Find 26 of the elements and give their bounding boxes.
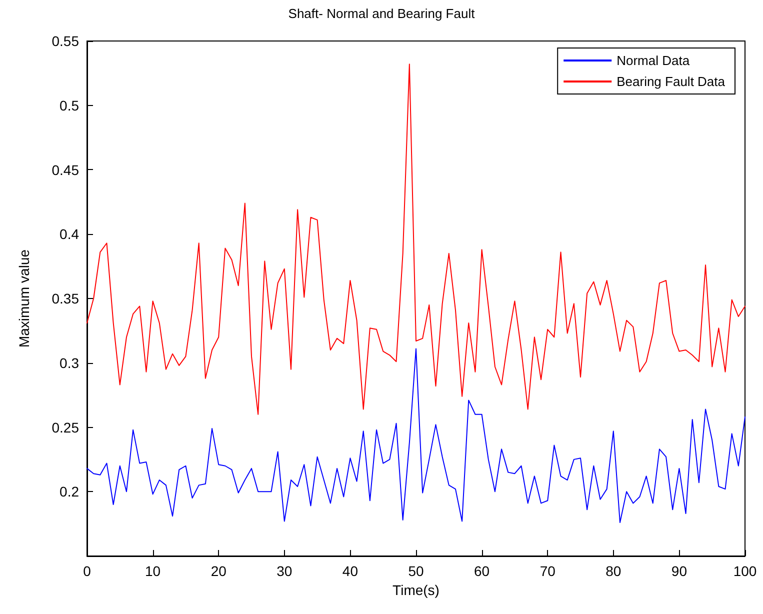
y-tick-label: 0.45 <box>52 162 80 178</box>
x-tick-label: 50 <box>408 563 424 579</box>
x-tick-label: 60 <box>474 563 490 579</box>
y-tick-label: 0.3 <box>60 354 80 371</box>
x-tick-label: 80 <box>606 563 622 579</box>
y-tick-label: 0.2 <box>60 484 80 500</box>
y-tick-label: 0.4 <box>60 226 80 242</box>
x-tick-label: 100 <box>733 563 757 579</box>
legend-label: Bearing Fault Data <box>616 74 726 89</box>
y-tick-label: 0.55 <box>52 33 80 49</box>
x-tick-label: 20 <box>210 563 227 579</box>
x-tick-label: 10 <box>145 563 161 579</box>
x-tick-label: 30 <box>276 563 292 579</box>
legend-label: Normal Data <box>616 53 690 68</box>
x-tick-label: 70 <box>540 563 556 579</box>
line-series <box>86 64 746 415</box>
line-series <box>86 348 746 524</box>
y-tick-label: 0.25 <box>52 419 80 436</box>
x-tick-label: 0 <box>83 563 92 579</box>
chart-title: Shaft- Normal and Bearing Fault <box>288 6 476 21</box>
x-tick-label: 40 <box>342 563 358 579</box>
y-tick-label: 0.5 <box>60 97 80 114</box>
y-tick-label: 0.35 <box>52 290 80 306</box>
y-axis-title: Maximum value <box>16 249 32 348</box>
x-axis-title: Time(s) <box>392 582 440 598</box>
x-tick-label: 90 <box>671 563 688 579</box>
